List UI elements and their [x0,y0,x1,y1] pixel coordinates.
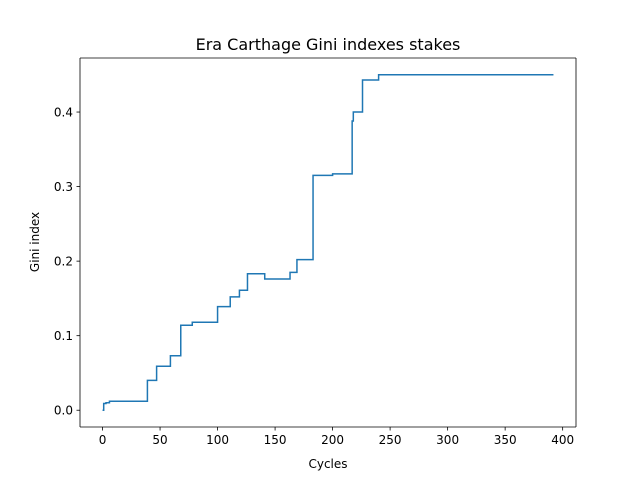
y-tick-label: 0.2 [54,255,73,269]
y-tick-label: 0.4 [54,106,73,120]
chart-title: Era Carthage Gini indexes stakes [196,35,461,54]
x-tick-label: 350 [494,433,517,447]
x-axis-label: Cycles [308,457,347,471]
x-tick-label: 100 [206,433,229,447]
x-tick-label: 50 [152,433,167,447]
plot-area: 0 50 100 150 200 250 300 350 400 0.0 0.1 0.2 0.3 0.4 [54,57,577,447]
x-tick-label: 0 [99,433,107,447]
x-tick-label: 300 [436,433,459,447]
y-axis-label: Gini index [28,212,42,272]
x-tick-label: 400 [551,433,574,447]
series-line-0 [102,74,554,411]
y-tick-label: 0.0 [54,404,73,418]
x-tick-label: 200 [321,433,344,447]
x-tick-label: 250 [379,433,402,447]
x-tick-label: 150 [264,433,287,447]
y-tick-label: 0.3 [54,180,73,194]
y-tick-label: 0.1 [54,329,73,343]
